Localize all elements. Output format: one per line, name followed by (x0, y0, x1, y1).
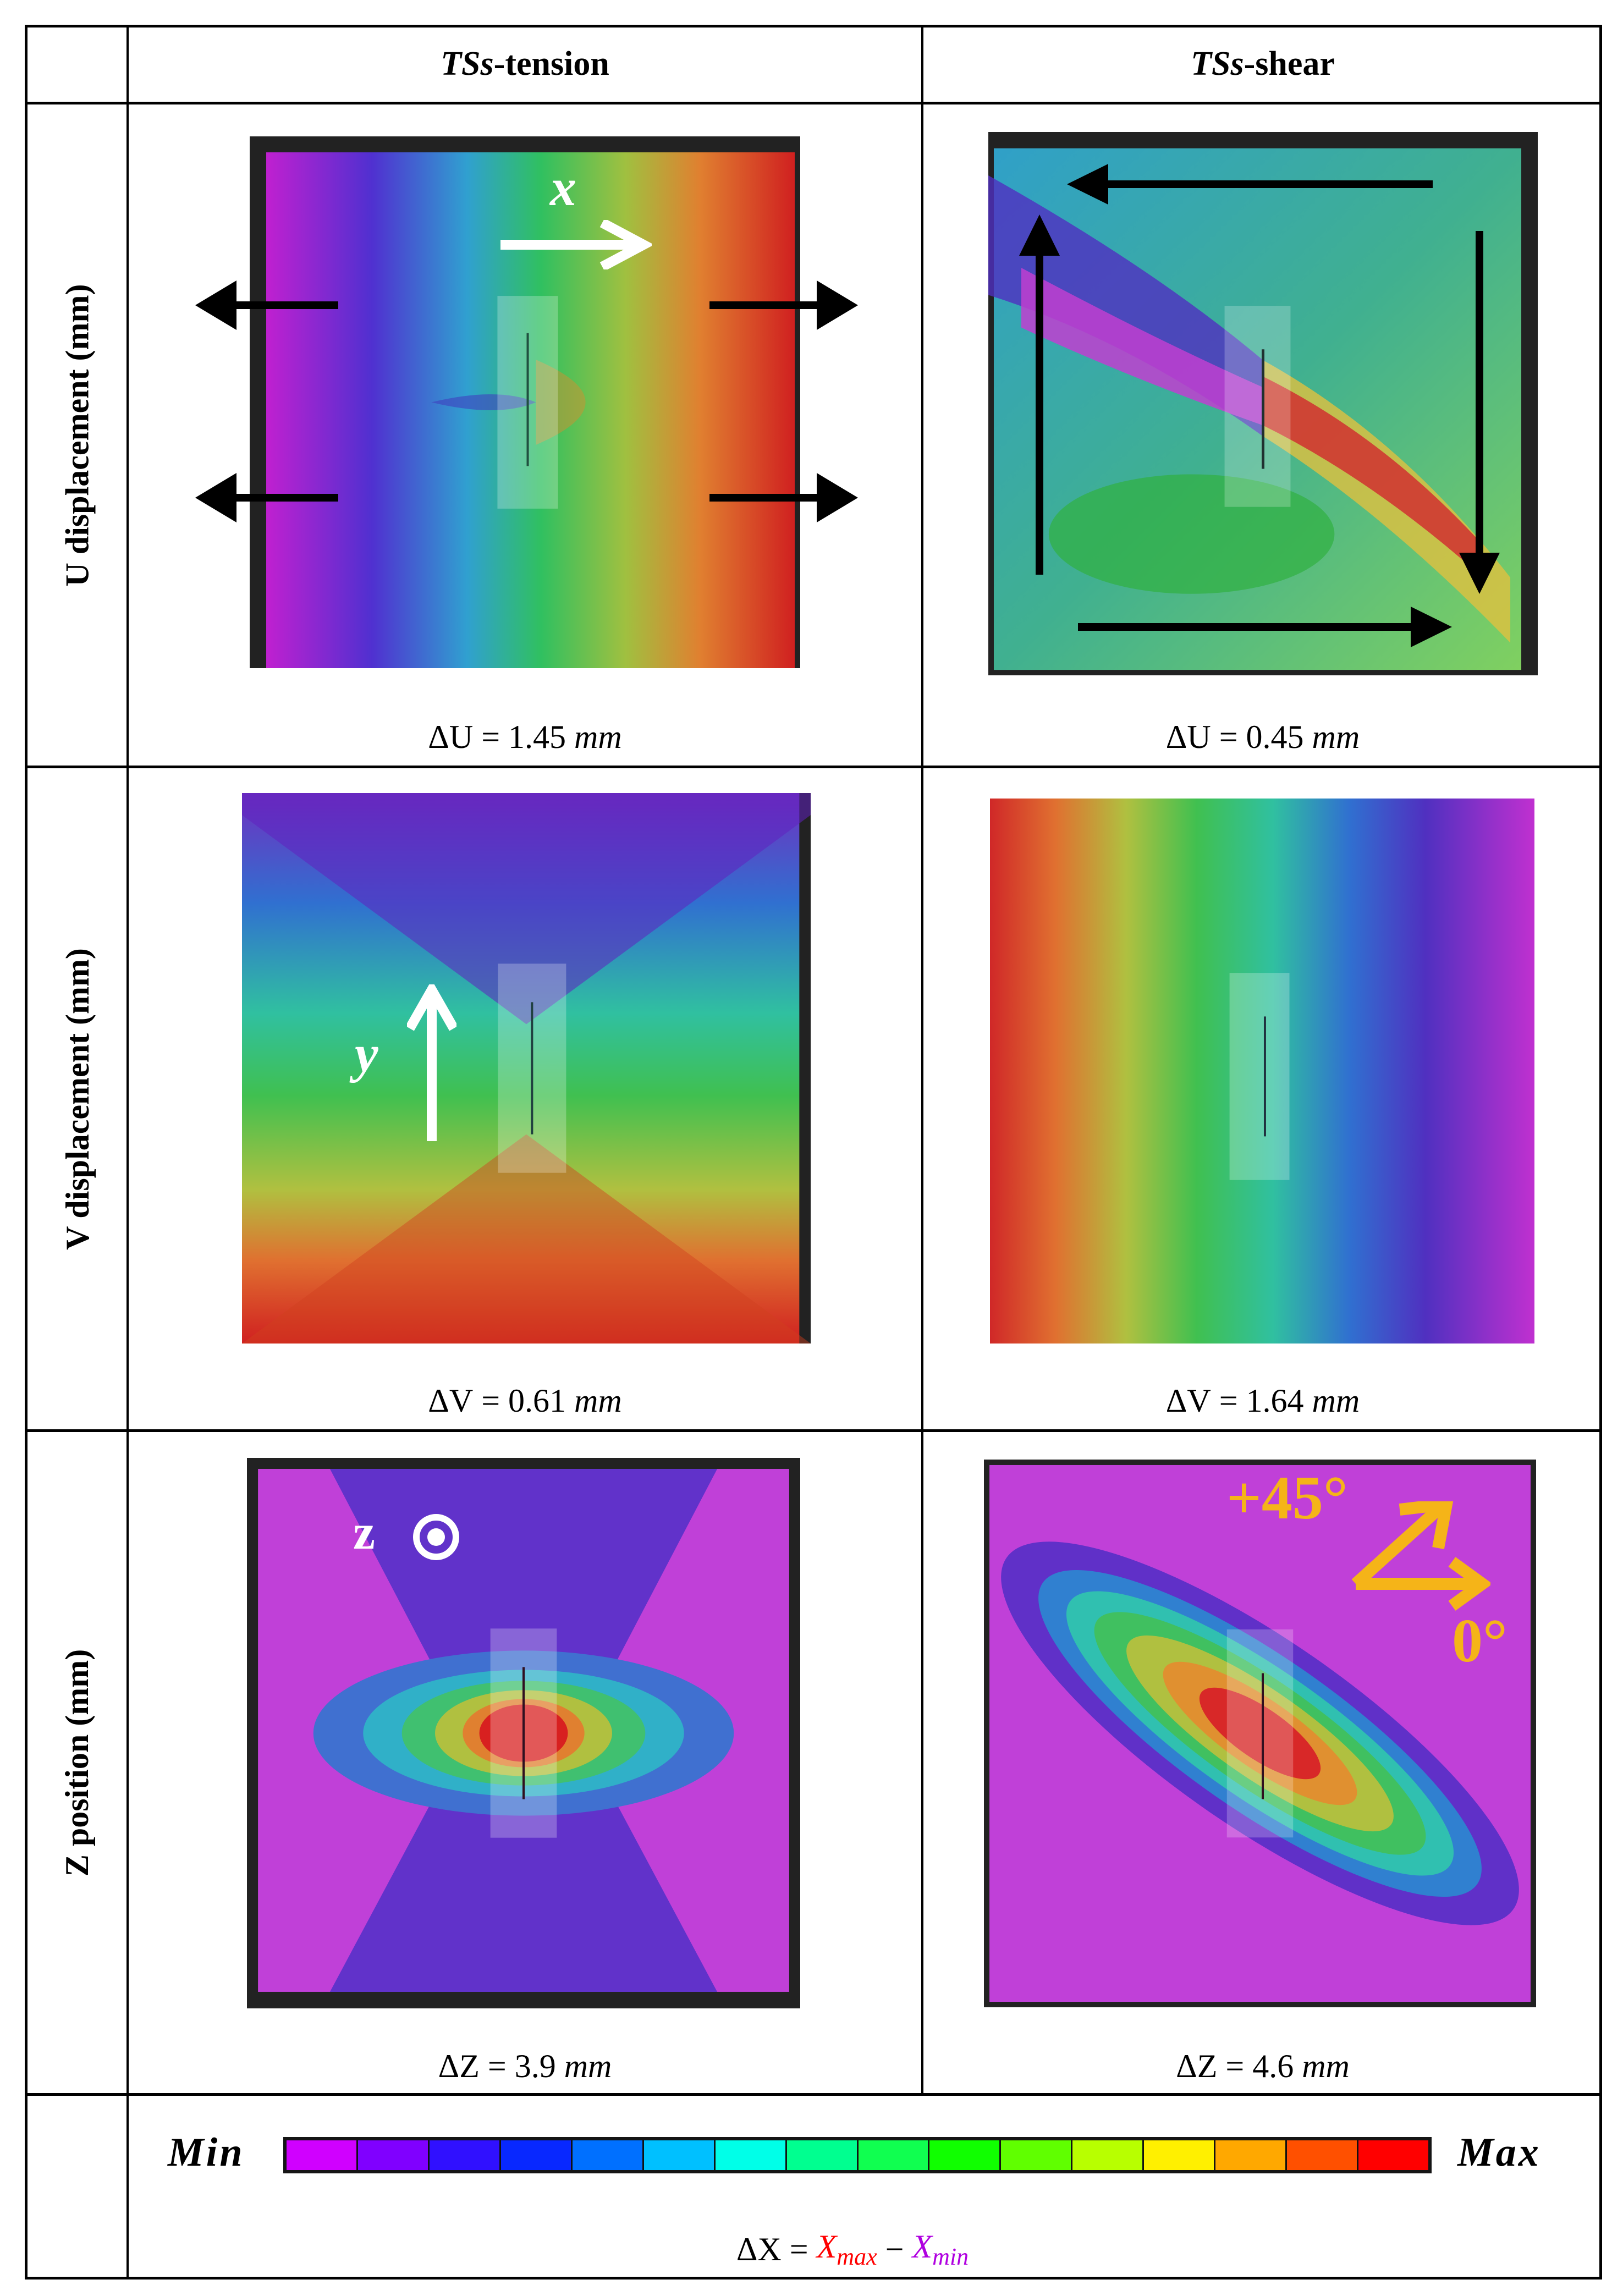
color-scale-cell (1287, 2140, 1359, 2170)
caption-symbol: ΔU (428, 718, 474, 755)
z-out-of-plane-icon (413, 1514, 459, 1560)
row-label-z: Z position (mm) (27, 1432, 128, 2093)
delta-formula: ΔX = Xmax − Xmin (605, 2222, 1100, 2277)
dic-image-v-shear (990, 799, 1534, 1344)
shear-arrow-top-icon (1067, 164, 1433, 205)
row1-divider (25, 766, 1602, 768)
color-scale-cell (643, 2140, 716, 2170)
angle-arrows-icon (1351, 1501, 1490, 1611)
row-label-u: U displacement (mm) (27, 104, 128, 766)
caption-value: = 1.64 (1211, 1382, 1312, 1419)
row-label-v: V displacement (mm) (27, 768, 128, 1429)
caption-symbol: ΔU (1165, 718, 1211, 755)
caption-u-tension: ΔU = 1.45 mm (129, 715, 921, 759)
col2-divider (921, 25, 923, 2094)
header-tension-rest: -tension (493, 45, 609, 82)
y-axis-arrow-icon (407, 984, 456, 1141)
caption-unit: mm (1302, 2047, 1350, 2084)
color-scale-cell (1215, 2140, 1288, 2170)
header-shear-rest: -shear (1244, 45, 1335, 82)
color-scale-cell (929, 2140, 1002, 2170)
caption-unit: mm (574, 718, 622, 755)
results-table (25, 25, 1602, 2280)
angle-label-45: +45° (1226, 1464, 1348, 1532)
formula-xmax: Xmax (817, 2228, 877, 2271)
dic-image-v-tension (242, 793, 811, 1344)
header-tension: TSs -tension (129, 25, 921, 103)
color-scale-cell (715, 2140, 787, 2170)
formula-lhs: ΔX = (736, 2231, 817, 2267)
row-label-z-text: Z position (mm) (59, 1649, 96, 1876)
legend-min-label: Min (168, 2130, 245, 2175)
caption-value: = 0.61 (473, 1382, 575, 1419)
caption-z-tension: ΔZ = 3.9 mm (129, 2044, 921, 2088)
header-shear-italic: TSs (1191, 45, 1244, 82)
dic-image-z-shear (984, 1460, 1536, 2007)
caption-value: = 3.9 (479, 2047, 564, 2084)
z-axis-label: z (353, 1505, 375, 1560)
formula-xmax-sub: max (837, 2243, 877, 2270)
row-label-v-text: V displacement (mm) (59, 948, 96, 1250)
caption-unit: mm (574, 1382, 622, 1419)
caption-unit: mm (1312, 718, 1360, 755)
header-tension-italic: TSs (441, 45, 494, 82)
caption-symbol: ΔV (1165, 1382, 1211, 1419)
caption-value: = 0.45 (1211, 718, 1312, 755)
dic-image-z-tension (247, 1458, 800, 2008)
caption-symbol: ΔZ (438, 2047, 480, 2084)
color-scale-cell (1144, 2140, 1216, 2170)
formula-xmax-var: X (816, 2228, 837, 2265)
x-axis-arrow-icon (500, 220, 652, 269)
header-shear: TSs -shear (923, 25, 1602, 103)
load-arrow-right-bottom-icon (709, 473, 858, 522)
caption-unit: mm (1312, 1382, 1360, 1419)
formula-xmin: Xmin (912, 2228, 969, 2271)
x-axis-label: x (550, 158, 576, 217)
caption-v-tension: ΔV = 0.61 mm (129, 1379, 921, 1423)
color-scale-cell (357, 2140, 430, 2170)
caption-unit: mm (564, 2047, 612, 2084)
color-scale-cell (287, 2140, 358, 2170)
row-label-u-text: U displacement (mm) (59, 284, 96, 586)
formula-minus: − (877, 2231, 912, 2267)
col1-divider (126, 25, 129, 2280)
formula-xmin-var: X (912, 2228, 933, 2265)
color-scale-cell (429, 2140, 501, 2170)
y-axis-label: y (355, 1024, 378, 1083)
shear-arrow-left-icon (1019, 214, 1060, 575)
caption-u-shear: ΔU = 0.45 mm (923, 715, 1602, 759)
load-arrow-left-top-icon (195, 280, 338, 330)
load-arrow-right-top-icon (709, 280, 858, 330)
color-scale-cell (1072, 2140, 1145, 2170)
shear-arrow-bottom-icon (1078, 607, 1452, 647)
color-scale-cell (786, 2140, 859, 2170)
caption-symbol: ΔZ (1176, 2047, 1218, 2084)
dic-image-u-shear (988, 132, 1538, 675)
row2-divider (25, 1429, 1602, 1432)
dic-image-u-tension (250, 136, 800, 668)
caption-symbol: ΔV (428, 1382, 474, 1419)
color-scale-cell (1001, 2140, 1073, 2170)
shear-arrow-right-icon (1459, 231, 1500, 594)
row3-divider (25, 2093, 1602, 2096)
caption-v-shear: ΔV = 1.64 mm (923, 1379, 1602, 1423)
color-scale-bar (283, 2137, 1432, 2173)
caption-z-shear: ΔZ = 4.6 mm (923, 2044, 1602, 2088)
formula-xmin-sub: min (932, 2243, 969, 2270)
color-scale-cell (572, 2140, 644, 2170)
header-divider (25, 102, 1602, 104)
load-arrow-left-bottom-icon (195, 473, 338, 522)
color-scale-cell (858, 2140, 930, 2170)
color-scale-cell (1358, 2140, 1428, 2170)
caption-value: = 1.45 (473, 718, 575, 755)
angle-label-0: 0° (1452, 1607, 1508, 1675)
color-scale-cell (500, 2140, 573, 2170)
legend-max-label: Max (1457, 2130, 1541, 2175)
caption-value: = 4.6 (1217, 2047, 1302, 2084)
